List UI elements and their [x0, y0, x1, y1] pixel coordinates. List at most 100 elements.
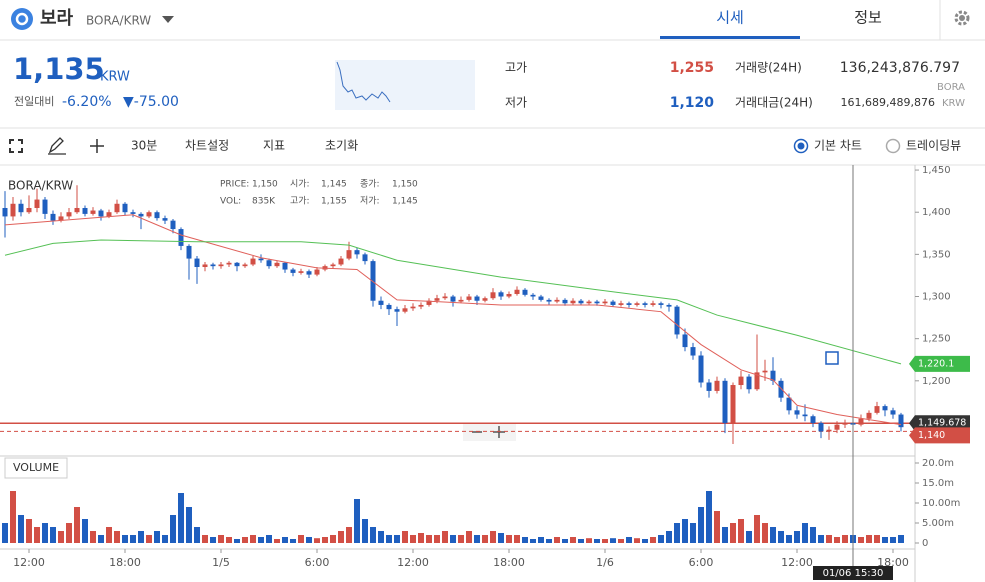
candle-body: [746, 376, 752, 390]
volume-bar: [418, 533, 424, 543]
candle-body: [242, 264, 248, 267]
candle-body: [338, 258, 344, 265]
candle-body: [434, 298, 440, 301]
dropdown[interactable]: [162, 16, 174, 23]
x-tick-label: 12:00: [781, 556, 813, 569]
logo-mark: [15, 12, 29, 26]
change-rate: -6.20%: [62, 94, 112, 110]
price-marker: [909, 355, 970, 372]
volume-bar: [666, 531, 672, 543]
candle-body: [346, 250, 352, 259]
candle-body: [362, 254, 368, 262]
volume-bar: [18, 515, 24, 543]
change: ▼-75.00: [123, 94, 179, 110]
volume-bar: [218, 535, 224, 543]
candle-body: [866, 412, 872, 419]
radio-dot: [797, 142, 805, 150]
candle-body: [762, 370, 768, 373]
volume-bar: [834, 537, 840, 543]
volume-bar: [586, 538, 592, 543]
volume-bar: [786, 535, 792, 543]
zoom-control[interactable]: [463, 423, 516, 441]
settings-icon[interactable]: [954, 10, 970, 26]
candle-body: [706, 382, 712, 391]
draw-icon[interactable]: [48, 137, 66, 155]
candle-body: [770, 370, 776, 381]
chart-mode[interactable]: 트레이딩뷰: [906, 139, 961, 153]
volume-bar: [722, 527, 728, 543]
toolbar-item[interactable]: 차트설정: [185, 139, 229, 153]
price-marker: [909, 415, 970, 432]
candle-body: [210, 264, 216, 267]
volume-bar: [74, 507, 80, 543]
volume-bar: [2, 523, 8, 543]
price: 1,135: [13, 52, 105, 86]
crosshair-icon[interactable]: [90, 139, 104, 153]
volume-bar: [610, 538, 616, 543]
volume-bar: [866, 535, 872, 543]
volume-bar: [698, 507, 704, 543]
sparkline: [336, 61, 391, 103]
candle-body: [26, 207, 32, 213]
candle-body: [314, 269, 320, 275]
y-tick-label: 1,300: [922, 292, 951, 303]
candle-body: [10, 203, 16, 217]
candle-body: [74, 207, 80, 213]
candle-body: [34, 199, 40, 208]
price-marker-label: 1,140: [918, 430, 945, 441]
candle-body: [786, 397, 792, 411]
stat-label: 거래대금(24H): [735, 96, 813, 110]
tab[interactable]: 시세: [716, 9, 744, 27]
logo: [11, 8, 33, 30]
toolbar-item[interactable]: 지표: [263, 139, 285, 153]
candle-body: [890, 410, 896, 415]
volume-bar: [762, 523, 768, 543]
candle-body: [194, 258, 200, 268]
toolbar-item[interactable]: 초기화: [325, 139, 358, 153]
x-tick-label: 18:00: [493, 556, 525, 569]
candle-body: [554, 299, 560, 302]
volume-bar: [306, 537, 312, 543]
candle-body: [298, 271, 304, 273]
fullscreen-icon[interactable]: [9, 139, 23, 153]
volume-bar: [338, 531, 344, 543]
price-marker-label: 1,220.1: [918, 358, 954, 369]
info-text: 1,145: [392, 197, 418, 207]
candle-body: [602, 301, 608, 304]
tab[interactable]: 정보: [854, 9, 882, 27]
candle-body: [778, 380, 784, 398]
y-tick-label: 1,450: [922, 165, 951, 176]
interval[interactable]: 30분: [131, 139, 157, 153]
radio[interactable]: [885, 138, 901, 154]
drawing-box: [825, 351, 839, 365]
volume-bar: [890, 537, 896, 543]
candle-body: [218, 264, 224, 267]
volume-bar: [634, 538, 640, 543]
candle-body: [586, 301, 592, 304]
pane-label: VOLUME: [13, 461, 59, 474]
candle-body: [570, 300, 576, 304]
volume-bar: [602, 539, 608, 543]
volume-bar: [554, 537, 560, 543]
candle-body: [674, 306, 680, 335]
candle-body: [626, 303, 632, 305]
moving-average: [4, 239, 902, 365]
candle-body: [290, 269, 296, 273]
volume-bar: [690, 523, 696, 543]
chart-mode[interactable]: 기본 차트: [814, 139, 862, 153]
volume-bar: [434, 535, 440, 543]
info-text: PRICE:: [220, 180, 249, 190]
candle-body: [138, 213, 144, 217]
y-tick-label: 20.0m: [922, 458, 954, 469]
sparkline-bg: [335, 60, 475, 110]
candle-body: [234, 262, 240, 267]
x-tick-label: 6:00: [689, 556, 714, 569]
candle-body: [594, 301, 600, 304]
volume-bar: [178, 493, 184, 543]
volume-bar: [658, 535, 664, 543]
volume-bar: [746, 531, 752, 543]
radio[interactable]: [793, 138, 809, 154]
y-tick-label: 5.00m: [922, 518, 954, 529]
volume-bar: [450, 535, 456, 543]
candle-body: [458, 299, 464, 302]
